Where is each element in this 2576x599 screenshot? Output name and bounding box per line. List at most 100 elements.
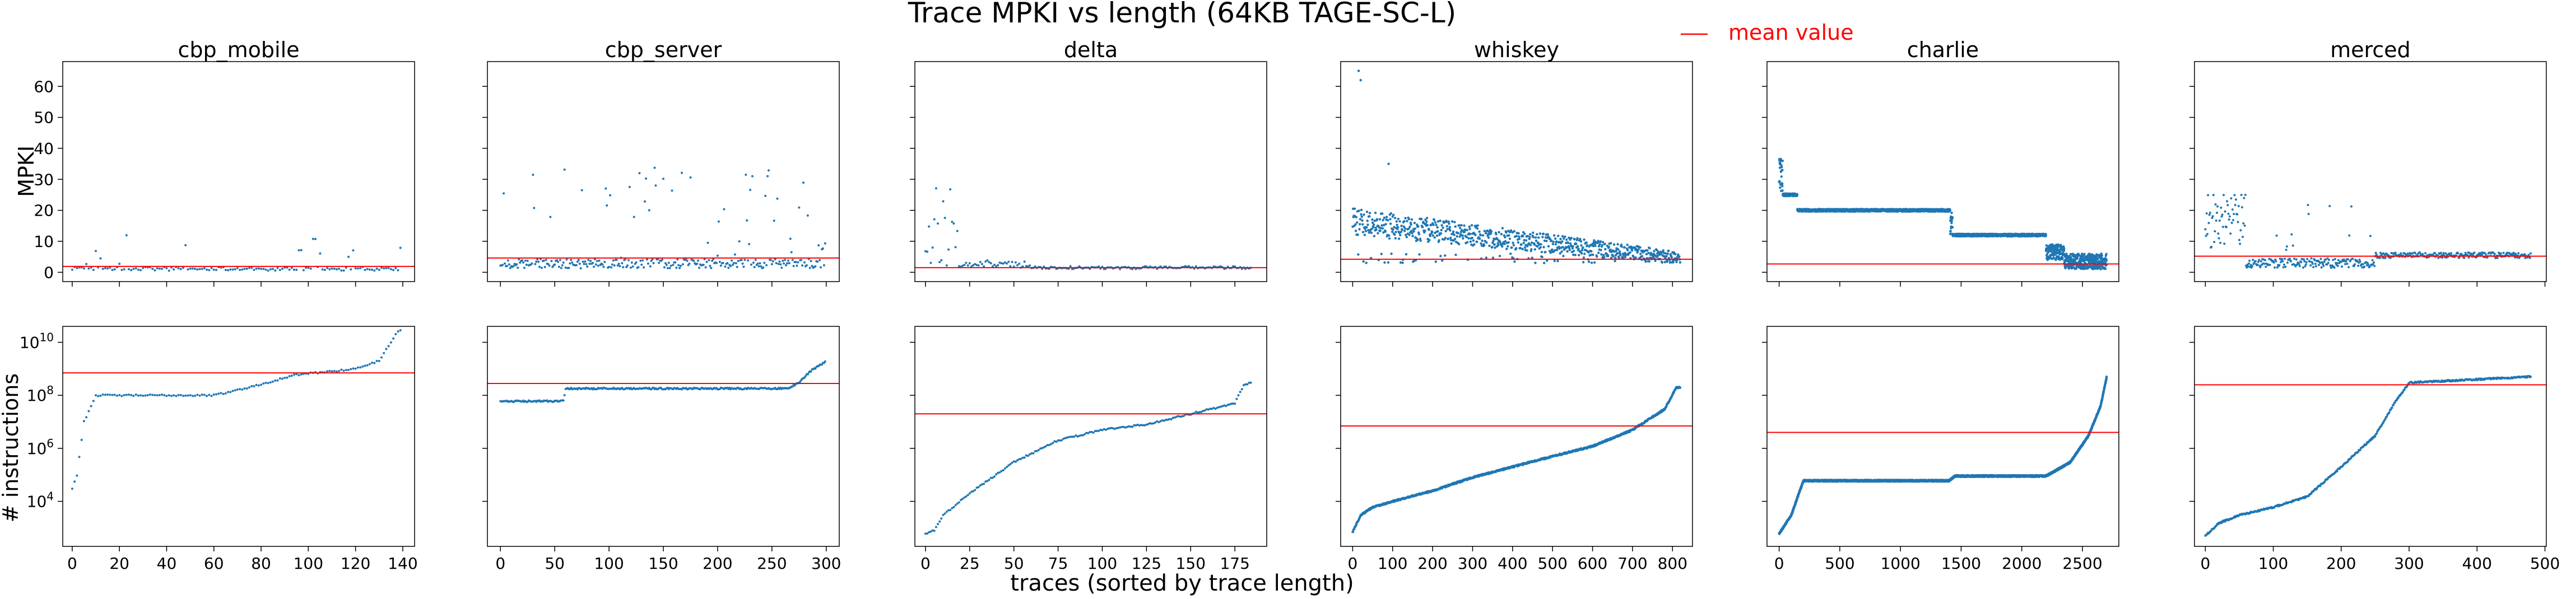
data-point [1381, 212, 1384, 215]
y-tick-label: 0 [44, 263, 54, 282]
data-point [90, 405, 92, 408]
data-point [810, 260, 812, 263]
data-point [737, 260, 740, 263]
data-point [1389, 212, 1393, 215]
data-point [1599, 249, 1602, 251]
data-point [780, 266, 783, 269]
data-point [1418, 253, 1421, 256]
data-point [1552, 234, 1556, 237]
data-point [1382, 219, 1384, 222]
data-point [1512, 241, 1514, 244]
data-point [1781, 169, 1784, 171]
data-point [645, 258, 648, 261]
data-point [549, 216, 552, 218]
data-point [615, 259, 618, 261]
data-point [1603, 242, 1606, 245]
data-point [668, 267, 671, 269]
data-point [1536, 233, 1538, 236]
data-point [571, 261, 574, 264]
data-point [2259, 266, 2262, 269]
data-point [2384, 256, 2387, 259]
data-point [1529, 244, 1532, 246]
data-point [594, 263, 597, 266]
data-point [724, 265, 727, 268]
y-tick-label: 20 [34, 202, 54, 220]
data-point [1156, 268, 1159, 270]
data-point [1601, 244, 1603, 247]
data-point [579, 267, 582, 270]
data-point [210, 266, 213, 269]
data-point [561, 264, 564, 266]
data-point [777, 263, 780, 265]
data-point [1530, 248, 1533, 251]
data-point [1360, 215, 1363, 218]
data-point [1445, 221, 1448, 223]
data-point [1508, 237, 1512, 240]
data-point [1361, 223, 1364, 226]
data-point [1358, 228, 1361, 231]
data-point [2044, 235, 2048, 237]
data-point [1446, 228, 1449, 231]
data-point [345, 369, 347, 371]
data-point [1393, 233, 1396, 236]
data-point [1506, 245, 1509, 248]
data-point [1476, 227, 1479, 230]
data-point [212, 268, 215, 271]
data-point [1618, 250, 1621, 253]
data-point [534, 263, 537, 265]
data-point [1471, 236, 1473, 240]
data-point [1656, 249, 1658, 252]
data-point [719, 264, 722, 267]
data-point [335, 268, 338, 270]
data-point [2242, 236, 2244, 238]
data-point [359, 267, 362, 269]
data-point [1359, 79, 1362, 82]
y-tick-label: 60 [34, 77, 54, 96]
data-point [769, 259, 772, 261]
data-point [260, 383, 262, 386]
data-point [805, 264, 808, 266]
data-point [2230, 197, 2233, 200]
data-point [1654, 259, 1657, 262]
data-point [509, 266, 512, 269]
x-tick-label: 40 [157, 554, 177, 573]
data-point [1069, 265, 1072, 268]
data-point [1561, 246, 1564, 249]
data-point [627, 259, 630, 261]
data-point [2368, 265, 2371, 268]
data-point [1579, 237, 1582, 241]
data-point [1375, 218, 1379, 221]
data-point [2208, 213, 2211, 216]
data-point [536, 258, 539, 261]
data-point [589, 260, 592, 263]
data-point [1615, 249, 1617, 252]
data-point [1365, 210, 1369, 213]
data-point [196, 268, 199, 271]
data-point [255, 383, 258, 386]
data-point [984, 260, 987, 263]
data-point [742, 265, 745, 268]
data-point [1103, 268, 1105, 270]
data-point [1629, 251, 1631, 254]
data-point [311, 237, 314, 240]
data-point [2226, 204, 2229, 207]
data-point [250, 266, 253, 269]
data-point [568, 266, 570, 269]
data-point [768, 169, 770, 172]
data-point [1354, 230, 1357, 232]
data-point [257, 267, 260, 270]
data-point [1438, 239, 1440, 242]
data-point [262, 268, 265, 270]
data-point [750, 263, 752, 266]
data-point [1034, 265, 1036, 268]
data-point [2268, 264, 2271, 266]
data-point [1417, 225, 1420, 228]
data-point [630, 261, 633, 264]
data-point [1487, 236, 1490, 239]
data-point [371, 268, 374, 271]
data-point [215, 269, 217, 272]
data-point [1637, 248, 1640, 251]
data-point [965, 261, 968, 264]
data-point [582, 260, 584, 263]
